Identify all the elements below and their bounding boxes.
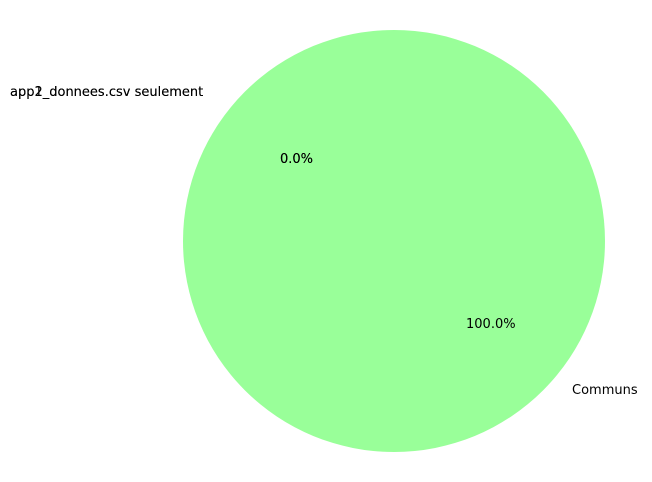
pie-labels: app1_donnees.csv seulement 0.0% app2_don…: [10, 85, 638, 398]
slice-label-communs: Communs: [572, 383, 638, 398]
slice-pct-communs: 100.0%: [466, 317, 516, 332]
slice-label-app2: app2_donnees.csv seulement: [10, 85, 203, 100]
pie-slice-2: [183, 30, 605, 452]
slice-label-app1: app1_donnees.csv seulement: [10, 85, 203, 100]
pie-slices: [183, 30, 605, 452]
slice-pct-app2: 0.0%: [280, 152, 313, 167]
slice-pct-app1: 0.0%: [280, 152, 313, 167]
